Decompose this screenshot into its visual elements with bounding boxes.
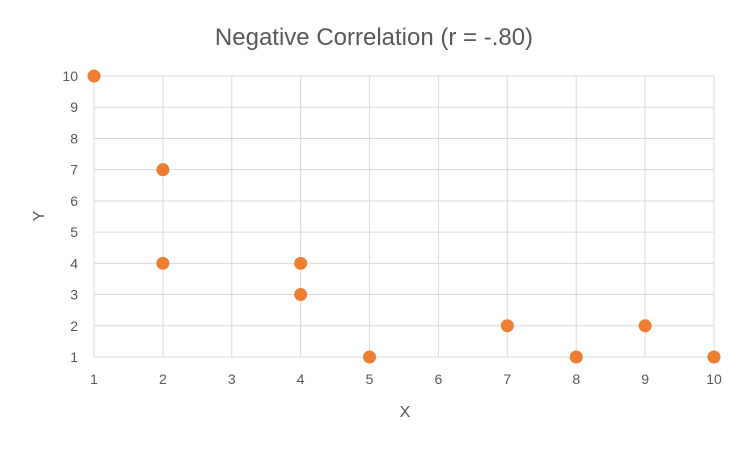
x-tick-label: 4 [297, 371, 305, 387]
data-point [707, 350, 721, 364]
y-tick-label: 1 [70, 349, 78, 365]
y-tick-label: 3 [70, 287, 78, 303]
tick-labels: 1 2 3 4 5 6 7 8 9 10 1 2 3 4 5 6 7 8 9 10 [62, 68, 722, 387]
x-tick-label: 2 [159, 371, 167, 387]
data-point [294, 288, 308, 302]
data-point [569, 350, 583, 364]
data-point [87, 69, 101, 83]
data-point [156, 256, 170, 270]
grid-lines [93, 75, 715, 358]
data-point [638, 319, 652, 333]
y-tick-label: 4 [70, 255, 78, 271]
data-point [363, 350, 377, 364]
y-tick-label: 6 [70, 193, 78, 209]
x-tick-label: 3 [228, 371, 236, 387]
data-point [294, 256, 308, 270]
x-axis-label: X [400, 404, 411, 421]
data-point [500, 319, 514, 333]
y-tick-label: 5 [70, 224, 78, 240]
chart-title: Negative Correlation (r = -.80) [215, 24, 533, 51]
x-tick-label: 1 [90, 371, 98, 387]
x-tick-label: 7 [503, 371, 511, 387]
x-tick-label: 9 [641, 371, 649, 387]
data-point [156, 163, 170, 177]
x-tick-label: 5 [366, 371, 374, 387]
y-tick-label: 9 [70, 99, 78, 115]
x-tick-label: 6 [435, 371, 443, 387]
y-axis-label: Y [31, 210, 48, 221]
y-tick-label: 10 [62, 68, 78, 84]
data-points [87, 69, 721, 364]
x-tick-label: 8 [572, 371, 580, 387]
x-tick-label: 10 [706, 371, 722, 387]
y-tick-label: 2 [70, 318, 78, 334]
y-tick-label: 8 [70, 130, 78, 146]
y-tick-label: 7 [70, 162, 78, 178]
